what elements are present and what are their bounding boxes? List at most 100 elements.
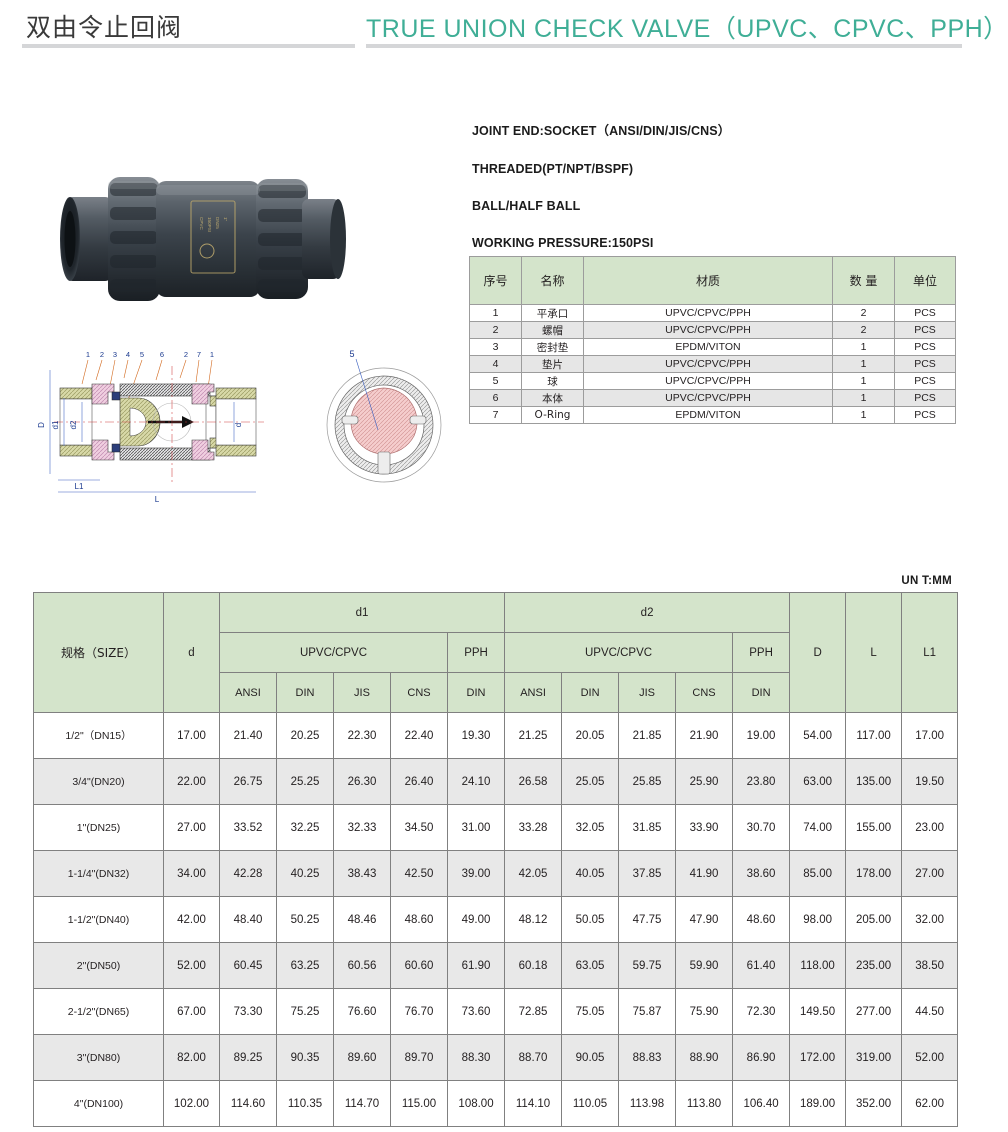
dim-cell-L1: 19.50 xyxy=(901,758,959,805)
parts-qty: 1 xyxy=(832,372,895,390)
dim-cell-d1_din: 40.25 xyxy=(276,850,334,897)
parts-material: UPVC/CPVC/PPH xyxy=(583,321,833,339)
dim-header-d2-din: DIN xyxy=(561,672,620,713)
dim-cell-d2_cns: 47.90 xyxy=(675,896,734,943)
dim-cell-d2_din: 75.05 xyxy=(561,988,620,1035)
dim-cell-d2_jis: 37.85 xyxy=(618,850,677,897)
dim-cell-d1_cns: 34.50 xyxy=(390,804,448,851)
dim-cell-size: 1"(DN25) xyxy=(33,804,164,851)
dim-cell-d2_ansi: 88.70 xyxy=(504,1034,563,1081)
dim-cell-size: 3"(DN80) xyxy=(33,1034,164,1081)
dim-cell-d1_ansi: 26.75 xyxy=(219,758,277,805)
svg-text:L1: L1 xyxy=(75,482,84,491)
svg-text:d2: d2 xyxy=(69,420,78,429)
dim-cell-d1_jis: 38.43 xyxy=(333,850,391,897)
dim-cell-d1_ansi: 33.52 xyxy=(219,804,277,851)
svg-text:2: 2 xyxy=(184,350,188,359)
dim-cell-d1_jis: 76.60 xyxy=(333,988,391,1035)
unit-note: UN T:MM xyxy=(901,575,952,587)
dim-cell-D: 189.00 xyxy=(789,1080,847,1127)
parts-name: 本体 xyxy=(521,389,584,407)
dim-cell-d1_pph: 108.00 xyxy=(446,1080,506,1127)
dim-cell-d1_pph: 49.00 xyxy=(446,896,506,943)
dim-cell-d: 67.00 xyxy=(163,988,220,1035)
table-row: 4 垫片 UPVC/CPVC/PPH 1 PCS xyxy=(469,355,956,373)
dim-cell-L1: 62.00 xyxy=(901,1080,959,1127)
parts-material: EPDM/VITON xyxy=(583,338,833,356)
svg-text:6: 6 xyxy=(160,350,164,359)
dim-header-row-2: UPVC/CPVC PPH UPVC/CPVC PPH xyxy=(34,632,958,673)
dim-cell-d2_pph: 38.60 xyxy=(732,850,791,897)
parts-header-no: 序号 xyxy=(469,256,522,305)
dim-header-L: L xyxy=(845,592,903,713)
dim-cell-d1_cns: 60.60 xyxy=(390,942,448,989)
dim-cell-d2_jis: 88.83 xyxy=(618,1034,677,1081)
dim-cell-d1_cns: 89.70 xyxy=(390,1034,448,1081)
dim-cell-d2_ansi: 60.18 xyxy=(504,942,563,989)
dim-header-group-d1: d1 xyxy=(218,592,506,633)
parts-name: O-Ring xyxy=(521,406,584,424)
parts-no: 1 xyxy=(469,304,522,322)
parts-unit: PCS xyxy=(894,406,956,424)
dim-cell-d2_din: 50.05 xyxy=(561,896,620,943)
parts-qty: 2 xyxy=(832,321,895,339)
dim-cell-d2_jis: 21.85 xyxy=(618,712,677,759)
svg-text:DN25: DN25 xyxy=(215,217,220,229)
dimension-table-body: 1/2"（DN15） 17.00 21.40 20.25 22.30 22.40 19.30… xyxy=(33,712,959,1127)
dim-cell-d1_jis: 22.30 xyxy=(333,712,391,759)
dim-cell-d: 82.00 xyxy=(163,1034,220,1081)
dim-cell-d2_pph: 19.00 xyxy=(732,712,791,759)
dim-cell-d1_ansi: 21.40 xyxy=(219,712,277,759)
dim-cell-d2_pph: 61.40 xyxy=(732,942,791,989)
table-row: 2-1/2"(DN65) 67.00 73.30 75.25 76.60 76.70 73.… xyxy=(33,988,959,1035)
dim-cell-d1_cns: 76.70 xyxy=(390,988,448,1035)
dim-cell-d2_jis: 25.85 xyxy=(618,758,677,805)
dim-cell-d1_pph: 88.30 xyxy=(446,1034,506,1081)
svg-text:150PSI: 150PSI xyxy=(207,217,212,232)
dim-cell-L1: 27.00 xyxy=(901,850,959,897)
dim-header-d2-pph: PPH xyxy=(732,632,791,673)
technical-drawings: 1 2 3 4 5 6 2 7 1 xyxy=(20,340,490,505)
svg-text:d1: d1 xyxy=(51,420,60,429)
dim-cell-d2_din: 20.05 xyxy=(561,712,620,759)
parts-qty: 1 xyxy=(832,338,895,356)
dim-header-d2-cns: CNS xyxy=(675,672,734,713)
parts-material-table: 序号 名称 材质 数 量 单位 1 平承口 UPVC/CPVC/PPH 2 PC… xyxy=(469,256,956,424)
dim-cell-d2_ansi: 72.85 xyxy=(504,988,563,1035)
dim-cell-L: 205.00 xyxy=(845,896,903,943)
dim-header-d2-jis: JIS xyxy=(618,672,677,713)
table-row: 4"(DN100) 102.00 114.60 110.35 114.70 115.00 1… xyxy=(33,1080,959,1127)
dim-cell-d1_jis: 48.46 xyxy=(333,896,391,943)
dim-cell-size: 2-1/2"(DN65) xyxy=(33,988,164,1035)
dim-cell-d1_ansi: 48.40 xyxy=(219,896,277,943)
svg-text:5: 5 xyxy=(140,350,144,359)
dim-cell-D: 63.00 xyxy=(789,758,847,805)
dim-cell-D: 54.00 xyxy=(789,712,847,759)
svg-text:L: L xyxy=(155,495,160,504)
spec-threaded: THREADED(PT/NPT/BSPF) xyxy=(472,162,634,176)
dim-cell-d2_ansi: 48.12 xyxy=(504,896,563,943)
parts-header-material: 材质 xyxy=(583,256,833,305)
svg-text:3: 3 xyxy=(113,350,117,359)
page-title-cn: 双由令止回阀 xyxy=(26,13,183,42)
dim-cell-L: 117.00 xyxy=(845,712,903,759)
table-row: 1/2"（DN15） 17.00 21.40 20.25 22.30 22.40 19.30… xyxy=(33,712,959,759)
dim-cell-d1_cns: 26.40 xyxy=(390,758,448,805)
parts-qty: 1 xyxy=(832,406,895,424)
parts-unit: PCS xyxy=(894,338,956,356)
dim-cell-d1_din: 25.25 xyxy=(276,758,334,805)
dim-cell-L: 155.00 xyxy=(845,804,903,851)
dim-cell-d2_cns: 33.90 xyxy=(675,804,734,851)
dim-header-row-1: 规格（SIZE） d d1 d2 D L L1 xyxy=(33,592,959,713)
dim-header-d1-pph-din: DIN xyxy=(446,672,506,713)
parts-header-row: 序号 名称 材质 数 量 单位 xyxy=(469,256,956,305)
dim-cell-d2_ansi: 114.10 xyxy=(504,1080,563,1127)
dim-cell-size: 4"(DN100) xyxy=(33,1080,164,1127)
parts-header-unit: 单位 xyxy=(894,256,956,305)
dim-cell-L: 352.00 xyxy=(845,1080,903,1127)
parts-qty: 2 xyxy=(832,304,895,322)
dim-cell-L: 319.00 xyxy=(845,1034,903,1081)
parts-no: 5 xyxy=(469,372,522,390)
dim-header-d1-jis: JIS xyxy=(333,672,391,713)
parts-material: EPDM/VITON xyxy=(583,406,833,424)
